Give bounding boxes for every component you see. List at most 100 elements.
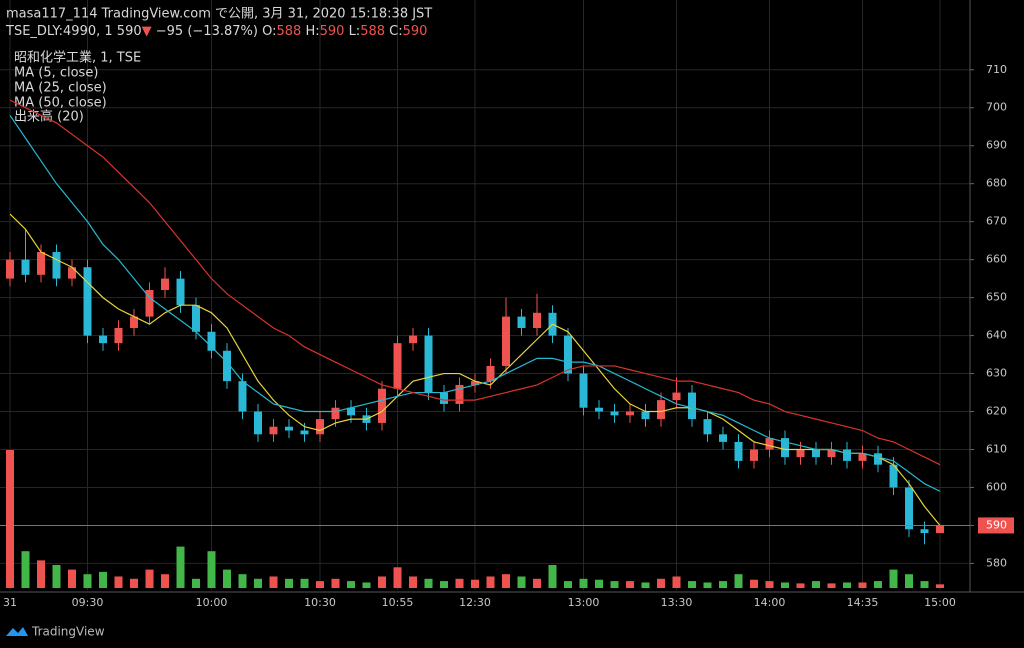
volume-bar [238, 574, 247, 588]
x-tick-label: 15:00 [924, 596, 956, 609]
volume-bar [734, 574, 743, 588]
volume-bar [114, 576, 123, 588]
volume-bar [486, 576, 495, 588]
candle-body [409, 335, 417, 344]
volume-bar [626, 581, 634, 588]
y-tick-label: 700 [986, 101, 1007, 114]
brand: TradingView [31, 625, 105, 639]
y-tick-label: 600 [986, 480, 1007, 493]
candle-body [626, 411, 634, 416]
candle-body [502, 316, 510, 366]
y-tick-label: 640 [986, 329, 1007, 342]
volume-bar [796, 583, 805, 588]
x-tick-label: 10:30 [304, 596, 336, 609]
ohlc-value: 588 [360, 24, 385, 39]
y-tick-label: 610 [986, 443, 1007, 456]
candle-body [424, 335, 433, 393]
x-tick-label: 12:30 [459, 596, 491, 609]
candle-body [889, 464, 898, 488]
logo-icon [6, 627, 28, 636]
legend-entry: MA (50, close) [14, 96, 107, 111]
logo [6, 627, 28, 636]
candle-body [238, 381, 247, 412]
candle-body [765, 438, 774, 450]
candle-body [641, 411, 650, 420]
candle-body [750, 449, 758, 461]
candle-body [176, 278, 185, 306]
candle-body [517, 316, 526, 328]
candle-body [254, 411, 262, 435]
candle-body [843, 449, 851, 461]
ohlc-key: H: [305, 24, 319, 39]
volume-bar [424, 578, 433, 588]
y-tick-label: 670 [986, 215, 1007, 228]
volume-bar [703, 582, 712, 588]
volume-bar [517, 576, 526, 588]
volume-bar [874, 581, 882, 588]
price-label: 590 [986, 518, 1007, 531]
volume-bar [207, 551, 216, 588]
volume-bar [564, 581, 572, 588]
ohlc-key: L: [349, 24, 361, 39]
volume-bar [37, 560, 45, 588]
volume-bar [192, 578, 200, 588]
volume-bar [657, 578, 665, 588]
candle-body [223, 350, 231, 382]
y-tick-label: 690 [986, 139, 1007, 152]
legend-entry: MA (5, close) [14, 66, 98, 81]
volume-bar [223, 569, 231, 588]
chart-title: 昭和化学工業, 1, TSE [14, 50, 141, 66]
candle-body [455, 384, 464, 404]
volume-bar [393, 567, 402, 588]
candle-body [331, 407, 340, 420]
publish-info: masa117_114 TradingView.com で公開, 3月 31, … [6, 7, 432, 22]
volume-bar [21, 551, 30, 588]
x-tick-label: 13:00 [568, 596, 600, 609]
volume-bar [6, 450, 14, 588]
candle-body [781, 438, 789, 458]
candle-body [207, 331, 216, 351]
volume-bar [672, 576, 681, 588]
candle-body [192, 305, 200, 332]
volume-bar [502, 574, 510, 588]
volume-bar [254, 578, 262, 588]
candle-body [471, 381, 479, 385]
symbol-line: TSE_DLY:4990, 1 590▼ −95 (−13.87%) O:588… [5, 24, 427, 39]
candle-body [920, 529, 929, 534]
volume-bar [99, 571, 107, 588]
volume-bar [285, 578, 293, 588]
change: −95 (−13.87%) [156, 24, 258, 39]
volume-bar [827, 583, 836, 588]
volume-bar [130, 578, 138, 588]
volume-bar [378, 576, 386, 588]
candle-body [68, 267, 76, 279]
ohlc-value: 590 [403, 24, 428, 39]
volume-bar [781, 582, 789, 588]
price-label-box [978, 517, 1014, 534]
candle-body [564, 335, 572, 374]
candle-body [393, 343, 402, 389]
candle-body [827, 449, 836, 458]
candle-body [796, 449, 805, 458]
volume-bar [765, 581, 774, 588]
legend: MA (5, close)MA (25, close)MA (50, close… [14, 66, 107, 111]
volume-bar [269, 576, 278, 588]
candle-body [703, 419, 712, 435]
ohlc-value: 590 [320, 24, 345, 39]
candle-body [37, 252, 45, 275]
candle-body [734, 441, 743, 461]
candle-body [378, 388, 386, 423]
volume-bar [812, 581, 820, 588]
volume-bar [843, 582, 851, 588]
ma-line [9, 99, 941, 466]
candle-body [672, 392, 681, 401]
volume-bar [579, 578, 588, 588]
x-tick-label: 31 [3, 596, 17, 609]
candle-body [936, 525, 944, 534]
volume-bar [409, 576, 417, 588]
x-tick-label: 10:00 [196, 596, 228, 609]
candle-body [83, 267, 92, 336]
candle-body [285, 426, 293, 431]
volume-bar [300, 578, 309, 588]
